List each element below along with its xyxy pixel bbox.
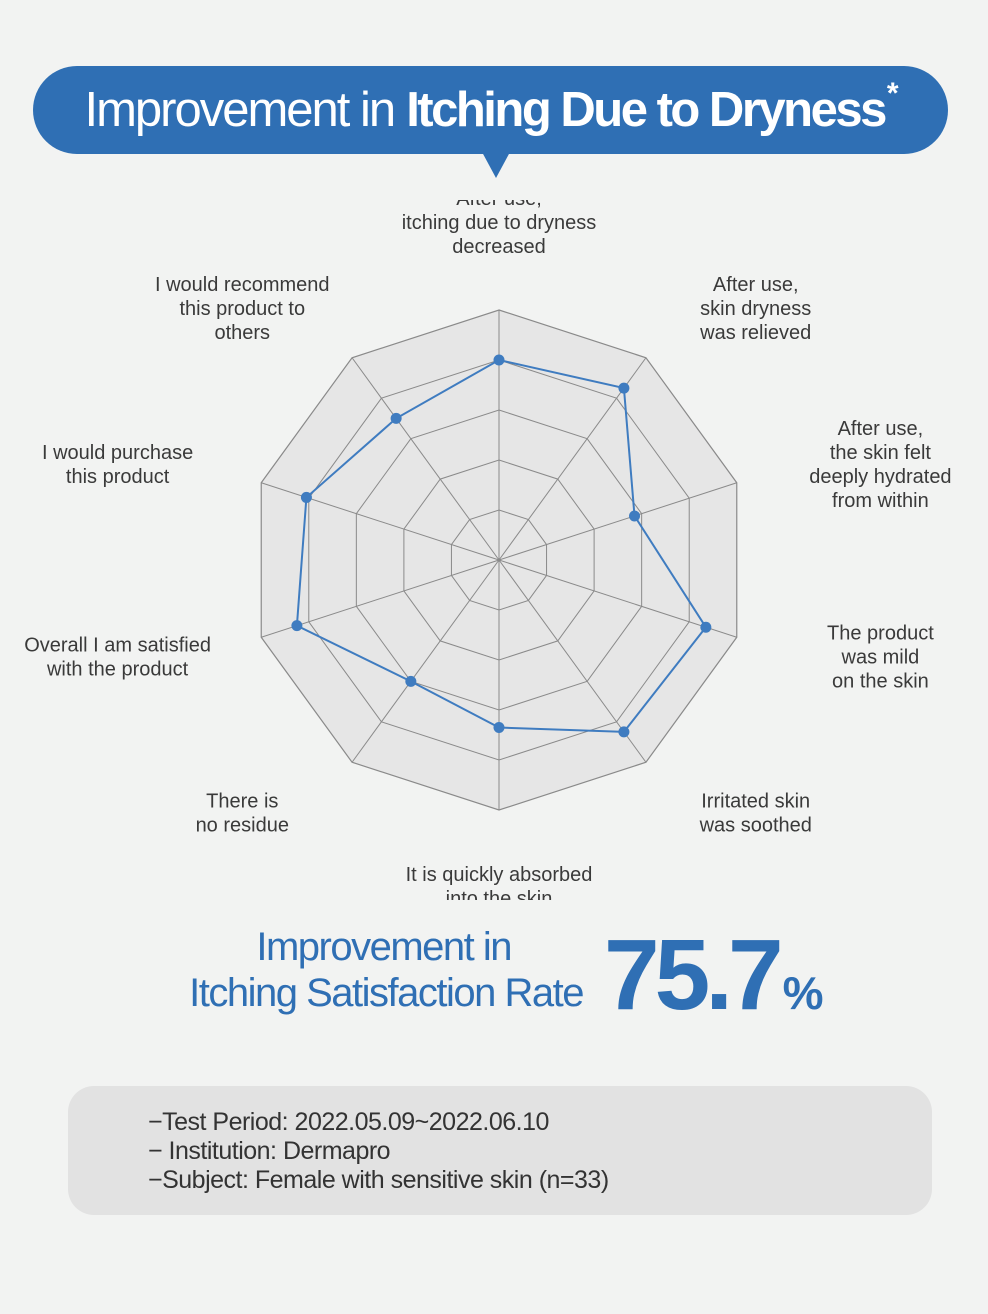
axis-label-line: was relieved [699, 322, 811, 344]
radar-spoke [351, 357, 500, 561]
stat-label-line2: Itching Satisfaction Rate [189, 971, 584, 1015]
axis-label-line: the skin felt [830, 442, 932, 464]
axis-label-line: with the product [46, 659, 189, 681]
stat-label: Improvement in Itching Satisfaction Rate [189, 924, 584, 1016]
axis-label-line: After use, [456, 200, 542, 210]
axis-label-line: into the skin [446, 888, 553, 900]
axis-label-line: skin dryness [700, 298, 811, 320]
title-bold: Itching Due to Dryness [406, 83, 887, 137]
axis-label-line: was soothed [699, 815, 812, 837]
axis-label-line: on the skin [832, 671, 929, 693]
data-point [700, 621, 712, 633]
test-institution: − Institution: Dermapro [148, 1137, 391, 1165]
axis-label-line: After use, [838, 418, 924, 440]
axis-label: The product was mild on the skin [827, 623, 934, 693]
title-light: Improvement in [84, 83, 396, 137]
data-point [618, 726, 630, 738]
axis-label: After use, skin dryness was relieved [699, 274, 811, 344]
axis-label-line: I would purchase [42, 442, 193, 464]
radar-chart: After use, itching due to drynessdecrease… [24, 200, 951, 900]
test-info-box: −Test Period: 2022.05.09~2022.06.10 − In… [68, 1086, 932, 1215]
satisfaction-stat: Improvement in Itching Satisfaction Rate… [0, 920, 988, 1030]
title-asterisk: * [886, 77, 899, 110]
axis-label: There is no residue [196, 791, 289, 837]
stat-label-line1: Improvement in [256, 925, 512, 969]
axis-label-line: no residue [196, 815, 289, 837]
radar-spoke [498, 559, 737, 638]
axis-label-line: There is [206, 791, 278, 813]
axis-label-line: this product [66, 466, 170, 488]
axis-label: After use, itching due to drynessdecrease… [402, 200, 597, 258]
stat-unit: % [782, 967, 824, 1019]
axis-label-line: decreased [452, 236, 545, 258]
axis-label: I would recommend this product to others [155, 274, 330, 344]
banner-pointer [482, 152, 510, 178]
stat-value-block: 75.7% [604, 920, 824, 1048]
axis-label-line: others [214, 322, 270, 344]
radar-spoke [498, 482, 737, 561]
data-point [493, 354, 505, 366]
axis-label-line: After use, [713, 274, 799, 296]
axis-label-line: was mild [841, 647, 920, 669]
data-point [629, 510, 641, 522]
axis-label: After use, the skin felt deeply hydrated fr… [809, 418, 951, 512]
axis-label-line: Overall I am satisfied [24, 635, 211, 657]
axis-label: Overall I am satisfied with the product [24, 635, 211, 681]
test-subject: −Subject: Female with sensitive skin (n=… [148, 1166, 609, 1194]
radar-spoke [351, 559, 500, 763]
axis-label-line: I would recommend [155, 274, 330, 296]
axis-label: I would purchase this product [42, 442, 193, 488]
axis-label-line: itching due to dryness [402, 212, 597, 234]
data-point [390, 412, 402, 424]
axis-label-line: deeply hydrated [809, 466, 951, 488]
data-point [618, 382, 630, 394]
axis-label: Irritated skin was soothed [699, 791, 812, 837]
data-point [300, 491, 312, 503]
radar-spoke [261, 482, 500, 561]
data-point [405, 675, 417, 687]
axis-label-line: The product [827, 623, 934, 645]
axis-label-line: this product to [179, 298, 305, 320]
axis-label-line: from within [832, 490, 929, 512]
title-banner: Improvement in Itching Due to Dryness * [33, 66, 948, 154]
axis-label: It is quickly absorbed into the skin [406, 864, 593, 900]
axis-label-line: Irritated skin [701, 791, 810, 813]
stat-value: 75.7 [604, 919, 784, 1031]
test-period: −Test Period: 2022.05.09~2022.06.10 [148, 1108, 549, 1136]
data-point [493, 722, 505, 733]
data-point [291, 620, 303, 632]
axis-label-line: It is quickly absorbed [406, 864, 593, 886]
